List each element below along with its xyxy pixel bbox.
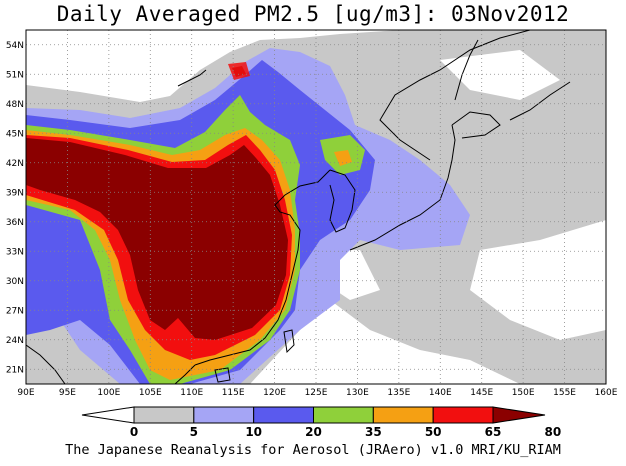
lon-tick-label: 115E [222,388,245,398]
lon-tick-labels: 90E 95E 100E 105E 110E 115E 120E 125E 130E 135E 14… [17,388,617,398]
hainan-coast [214,367,231,383]
lat-tick-labels: 54N 51N 48N 45N 42N 39N 36N 33N 30N 27N 24N 21N [6,41,24,376]
colorbar-segment [313,406,374,424]
lon-tick-label: 145E [470,388,493,398]
footer-credit: The Japanese Reanalysis for Aerosol (JRA… [65,442,561,458]
lat-tick-label: 30N [6,277,24,287]
concentration-field [26,30,606,384]
sakhalin-coast [454,39,479,101]
colorbar-segment [133,406,195,424]
bay-of-bengal-coast [26,344,66,384]
baikal-lake [177,69,207,87]
lat-tick-label: 39N [6,188,24,198]
lat-tick-label: 48N [6,100,24,110]
colorbar-upper-extension [492,406,546,424]
lon-tick-label: 155E [553,388,576,398]
colorbar-level-label: 0 [130,425,138,439]
kuril-chain [509,81,571,121]
lat-tick-label: 54N [6,41,24,51]
lon-tick-label: 150E [512,388,535,398]
colorbar-level-label: 20 [305,425,322,439]
lon-tick-label: 120E [263,388,286,398]
contour-0-5-east [470,220,606,340]
lat-tick-label: 42N [6,159,24,169]
korea-coast [329,169,356,233]
colorbar-level-label: 80 [544,425,561,439]
colorbar-level-label: 5 [190,425,198,439]
colorbar-level-label: 10 [245,425,262,439]
lat-tick-label: 45N [6,129,24,139]
contour-0-5-north [440,50,560,100]
lon-tick-label: 140E [429,388,452,398]
grid-lines [26,30,606,384]
lat-tick-label: 21N [6,365,24,375]
lon-tick-label: 110E [180,388,203,398]
lat-tick-label: 27N [6,306,24,316]
colorbar-level-label: 65 [485,425,502,439]
lon-tick-label: 130E [346,388,369,398]
japan-honshu [349,124,456,251]
colorbar-segment [372,406,434,424]
contour-50-65-northeast [334,150,352,166]
contour-above-80 [26,138,288,340]
map-title: Daily Averaged PM2.5 [ug/m3]: 03Nov2012 [56,2,570,26]
lon-tick-label: 105E [139,388,162,398]
lon-tick-label: 125E [305,388,328,398]
lon-tick-label: 95E [59,388,76,398]
russia-coast [379,30,531,161]
lon-tick-label: 135E [387,388,410,398]
colorbar-segment [193,406,255,424]
plot-frame [25,29,607,385]
lat-tick-label: 51N [6,70,24,80]
colorbar-lower-extension [81,406,135,424]
lon-tick-label: 160E [595,388,618,398]
lat-tick-label: 36N [6,218,24,228]
colorbar-segment [253,406,315,424]
lon-tick-label: 100E [97,388,120,398]
colorbar: 0 5 10 20 35 50 65 80 [81,406,561,439]
taiwan-coast [283,329,295,354]
colorbar-level-label: 35 [365,425,382,439]
japan-hokkaido [451,111,501,139]
indochina-coast [174,364,196,384]
colorbar-level-label: 50 [425,425,442,439]
lon-tick-label: 90E [17,388,34,398]
colorbar-segment [432,406,494,424]
lat-tick-label: 33N [6,247,24,257]
lat-tick-label: 24N [6,336,24,346]
